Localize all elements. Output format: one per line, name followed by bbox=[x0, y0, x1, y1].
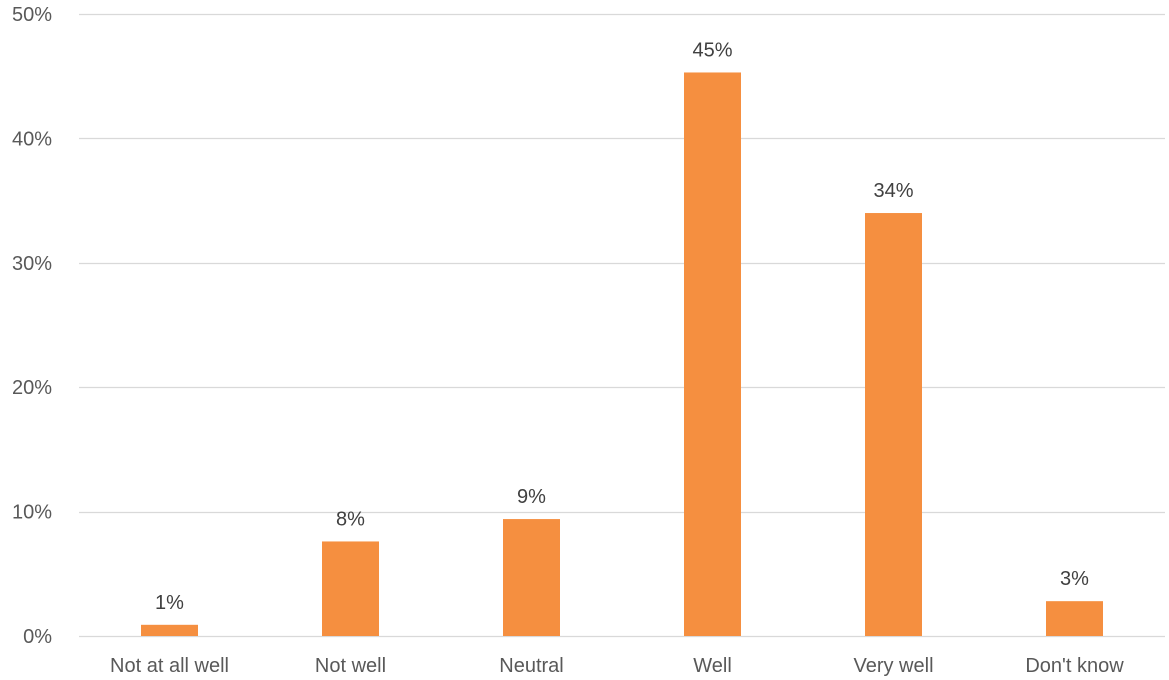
x-tick-label: Don't know bbox=[1025, 655, 1124, 677]
data-labels: 1% 8% 9% 45% 34% 3% bbox=[155, 39, 1089, 613]
data-label: 1% bbox=[155, 592, 184, 614]
y-tick-label: 40% bbox=[12, 128, 52, 150]
bars bbox=[141, 72, 1103, 637]
data-label: 8% bbox=[336, 508, 365, 530]
x-tick-label: Not at all well bbox=[110, 655, 229, 677]
bar bbox=[1046, 601, 1103, 636]
x-axis-labels: Not at all well Not well Neutral Well Very w… bbox=[110, 655, 1124, 677]
data-label: 3% bbox=[1060, 568, 1089, 590]
x-tick-label: Well bbox=[693, 655, 732, 677]
y-tick-label: 10% bbox=[12, 502, 52, 524]
data-label: 45% bbox=[692, 39, 732, 61]
bar bbox=[865, 213, 922, 637]
gridlines bbox=[79, 13, 1165, 638]
y-tick-label: 20% bbox=[12, 377, 52, 399]
bar bbox=[503, 519, 560, 636]
y-axis-ticks: 0% 10% 20% 30% 40% 50% bbox=[12, 4, 52, 648]
x-tick-label: Very well bbox=[853, 655, 933, 677]
data-label: 9% bbox=[517, 486, 546, 508]
x-tick-label: Not well bbox=[315, 655, 386, 677]
y-tick-label: 0% bbox=[23, 626, 52, 648]
x-tick-label: Neutral bbox=[499, 655, 563, 677]
bar bbox=[322, 541, 379, 636]
data-label: 34% bbox=[873, 180, 913, 202]
bar bbox=[684, 72, 741, 636]
bar bbox=[141, 624, 198, 636]
y-tick-label: 50% bbox=[12, 4, 52, 26]
y-tick-label: 30% bbox=[12, 253, 52, 275]
